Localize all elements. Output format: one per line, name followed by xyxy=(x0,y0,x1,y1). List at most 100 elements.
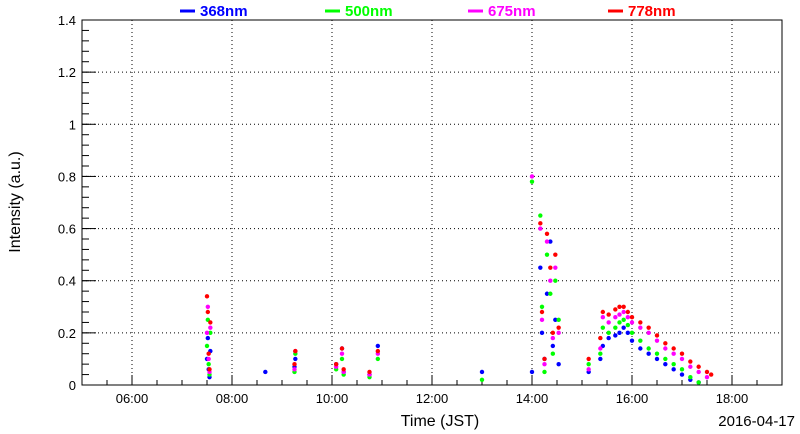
data-point xyxy=(613,325,618,330)
data-point xyxy=(671,361,676,367)
data-point xyxy=(263,369,268,375)
data-point xyxy=(556,317,561,323)
date-label: 2016-04-17 xyxy=(718,413,795,430)
data-point xyxy=(206,351,211,356)
data-point xyxy=(654,338,660,343)
y-tick-label: 0.8 xyxy=(58,169,76,184)
x-tick-label: 16:00 xyxy=(616,391,649,406)
y-tick-label: 0.6 xyxy=(58,222,76,237)
data-point xyxy=(679,372,685,377)
data-point xyxy=(625,315,631,320)
data-point xyxy=(629,320,635,325)
data-point xyxy=(621,325,626,330)
data-point xyxy=(671,351,676,356)
x-tick-label: 06:00 xyxy=(116,391,149,406)
data-point xyxy=(548,291,553,296)
y-tick-label: 1 xyxy=(69,117,76,132)
x-tick-label: 18:00 xyxy=(716,391,749,406)
data-point xyxy=(671,346,676,351)
data-point xyxy=(663,341,668,346)
legend-label: 368nm xyxy=(200,3,248,20)
data-point xyxy=(538,221,543,226)
data-point xyxy=(339,351,345,356)
data-point xyxy=(339,356,345,362)
data-point xyxy=(529,369,535,375)
data-point xyxy=(292,367,297,372)
data-point xyxy=(207,367,212,372)
data-point xyxy=(375,348,381,354)
data-point xyxy=(696,380,701,385)
data-point xyxy=(539,330,545,336)
data-point xyxy=(617,304,622,309)
data-point xyxy=(544,231,550,236)
legend: 368nm 500nm 675nm 778nm xyxy=(180,3,676,20)
x-tick-label: 12:00 xyxy=(416,391,449,406)
data-point xyxy=(629,315,635,320)
data-point xyxy=(479,377,485,382)
data-point xyxy=(553,265,558,270)
data-point xyxy=(205,309,211,315)
data-point xyxy=(375,343,381,349)
data-point xyxy=(606,312,611,317)
data-point xyxy=(293,356,298,362)
data-point xyxy=(292,361,297,367)
data-point xyxy=(550,335,556,341)
data-point xyxy=(638,346,643,351)
data-point xyxy=(479,369,485,375)
data-point xyxy=(613,307,618,312)
data-point xyxy=(538,226,543,231)
data-point xyxy=(617,312,622,317)
data-point xyxy=(654,333,660,338)
data-point xyxy=(679,367,685,372)
data-point xyxy=(671,367,676,372)
data-point xyxy=(586,356,591,362)
data-point xyxy=(367,369,372,375)
legend-label: 500nm xyxy=(345,3,393,20)
data-point xyxy=(539,304,545,309)
legend-label: 778nm xyxy=(628,3,676,20)
data-point xyxy=(696,369,701,375)
data-point xyxy=(550,330,556,336)
data-point xyxy=(621,317,626,323)
series-500nm xyxy=(204,179,701,385)
data-point xyxy=(341,367,346,372)
data-point xyxy=(606,335,611,341)
y-tick-label: 1.2 xyxy=(58,65,76,80)
data-point xyxy=(208,330,213,336)
data-point xyxy=(538,213,543,218)
data-point xyxy=(606,330,611,336)
data-point xyxy=(638,338,643,343)
data-point xyxy=(556,330,561,336)
x-tick-label: 14:00 xyxy=(516,391,549,406)
data-point xyxy=(600,309,606,315)
data-point xyxy=(654,356,660,362)
legend-label: 675nm xyxy=(488,3,536,20)
data-point xyxy=(598,351,603,356)
data-point xyxy=(208,320,213,325)
data-point xyxy=(375,356,381,362)
data-point xyxy=(613,333,618,338)
data-point xyxy=(625,330,631,336)
data-point xyxy=(638,325,643,330)
data-point xyxy=(548,239,553,244)
x-tick-label: 10:00 xyxy=(316,391,349,406)
data-point xyxy=(646,351,651,356)
data-point xyxy=(208,325,213,330)
data-point xyxy=(542,361,547,367)
data-point xyxy=(205,335,211,341)
data-point xyxy=(205,304,211,309)
data-point xyxy=(333,361,339,367)
data-point xyxy=(542,356,547,362)
data-points xyxy=(204,174,714,385)
data-point xyxy=(629,338,635,343)
data-point xyxy=(544,291,550,296)
data-point xyxy=(598,356,603,362)
data-point xyxy=(529,174,535,179)
data-point xyxy=(586,361,591,367)
data-point xyxy=(550,351,556,356)
data-point xyxy=(550,343,556,349)
data-point xyxy=(625,309,631,315)
y-tick-label: 0.4 xyxy=(58,274,76,289)
data-point xyxy=(606,320,611,325)
